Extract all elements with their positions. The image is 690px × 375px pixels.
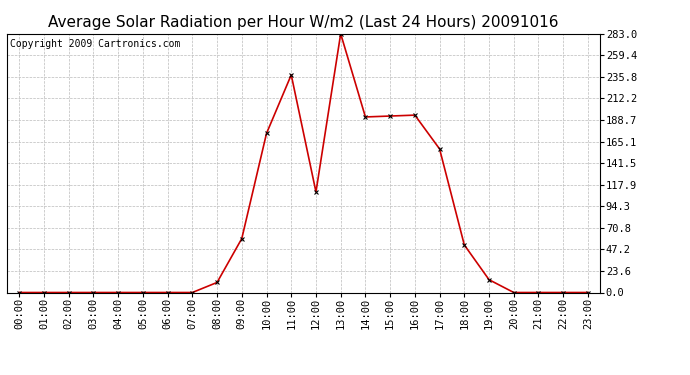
Text: Average Solar Radiation per Hour W/m2 (Last 24 Hours) 20091016: Average Solar Radiation per Hour W/m2 (L… bbox=[48, 15, 559, 30]
Text: Copyright 2009 Cartronics.com: Copyright 2009 Cartronics.com bbox=[10, 39, 180, 49]
